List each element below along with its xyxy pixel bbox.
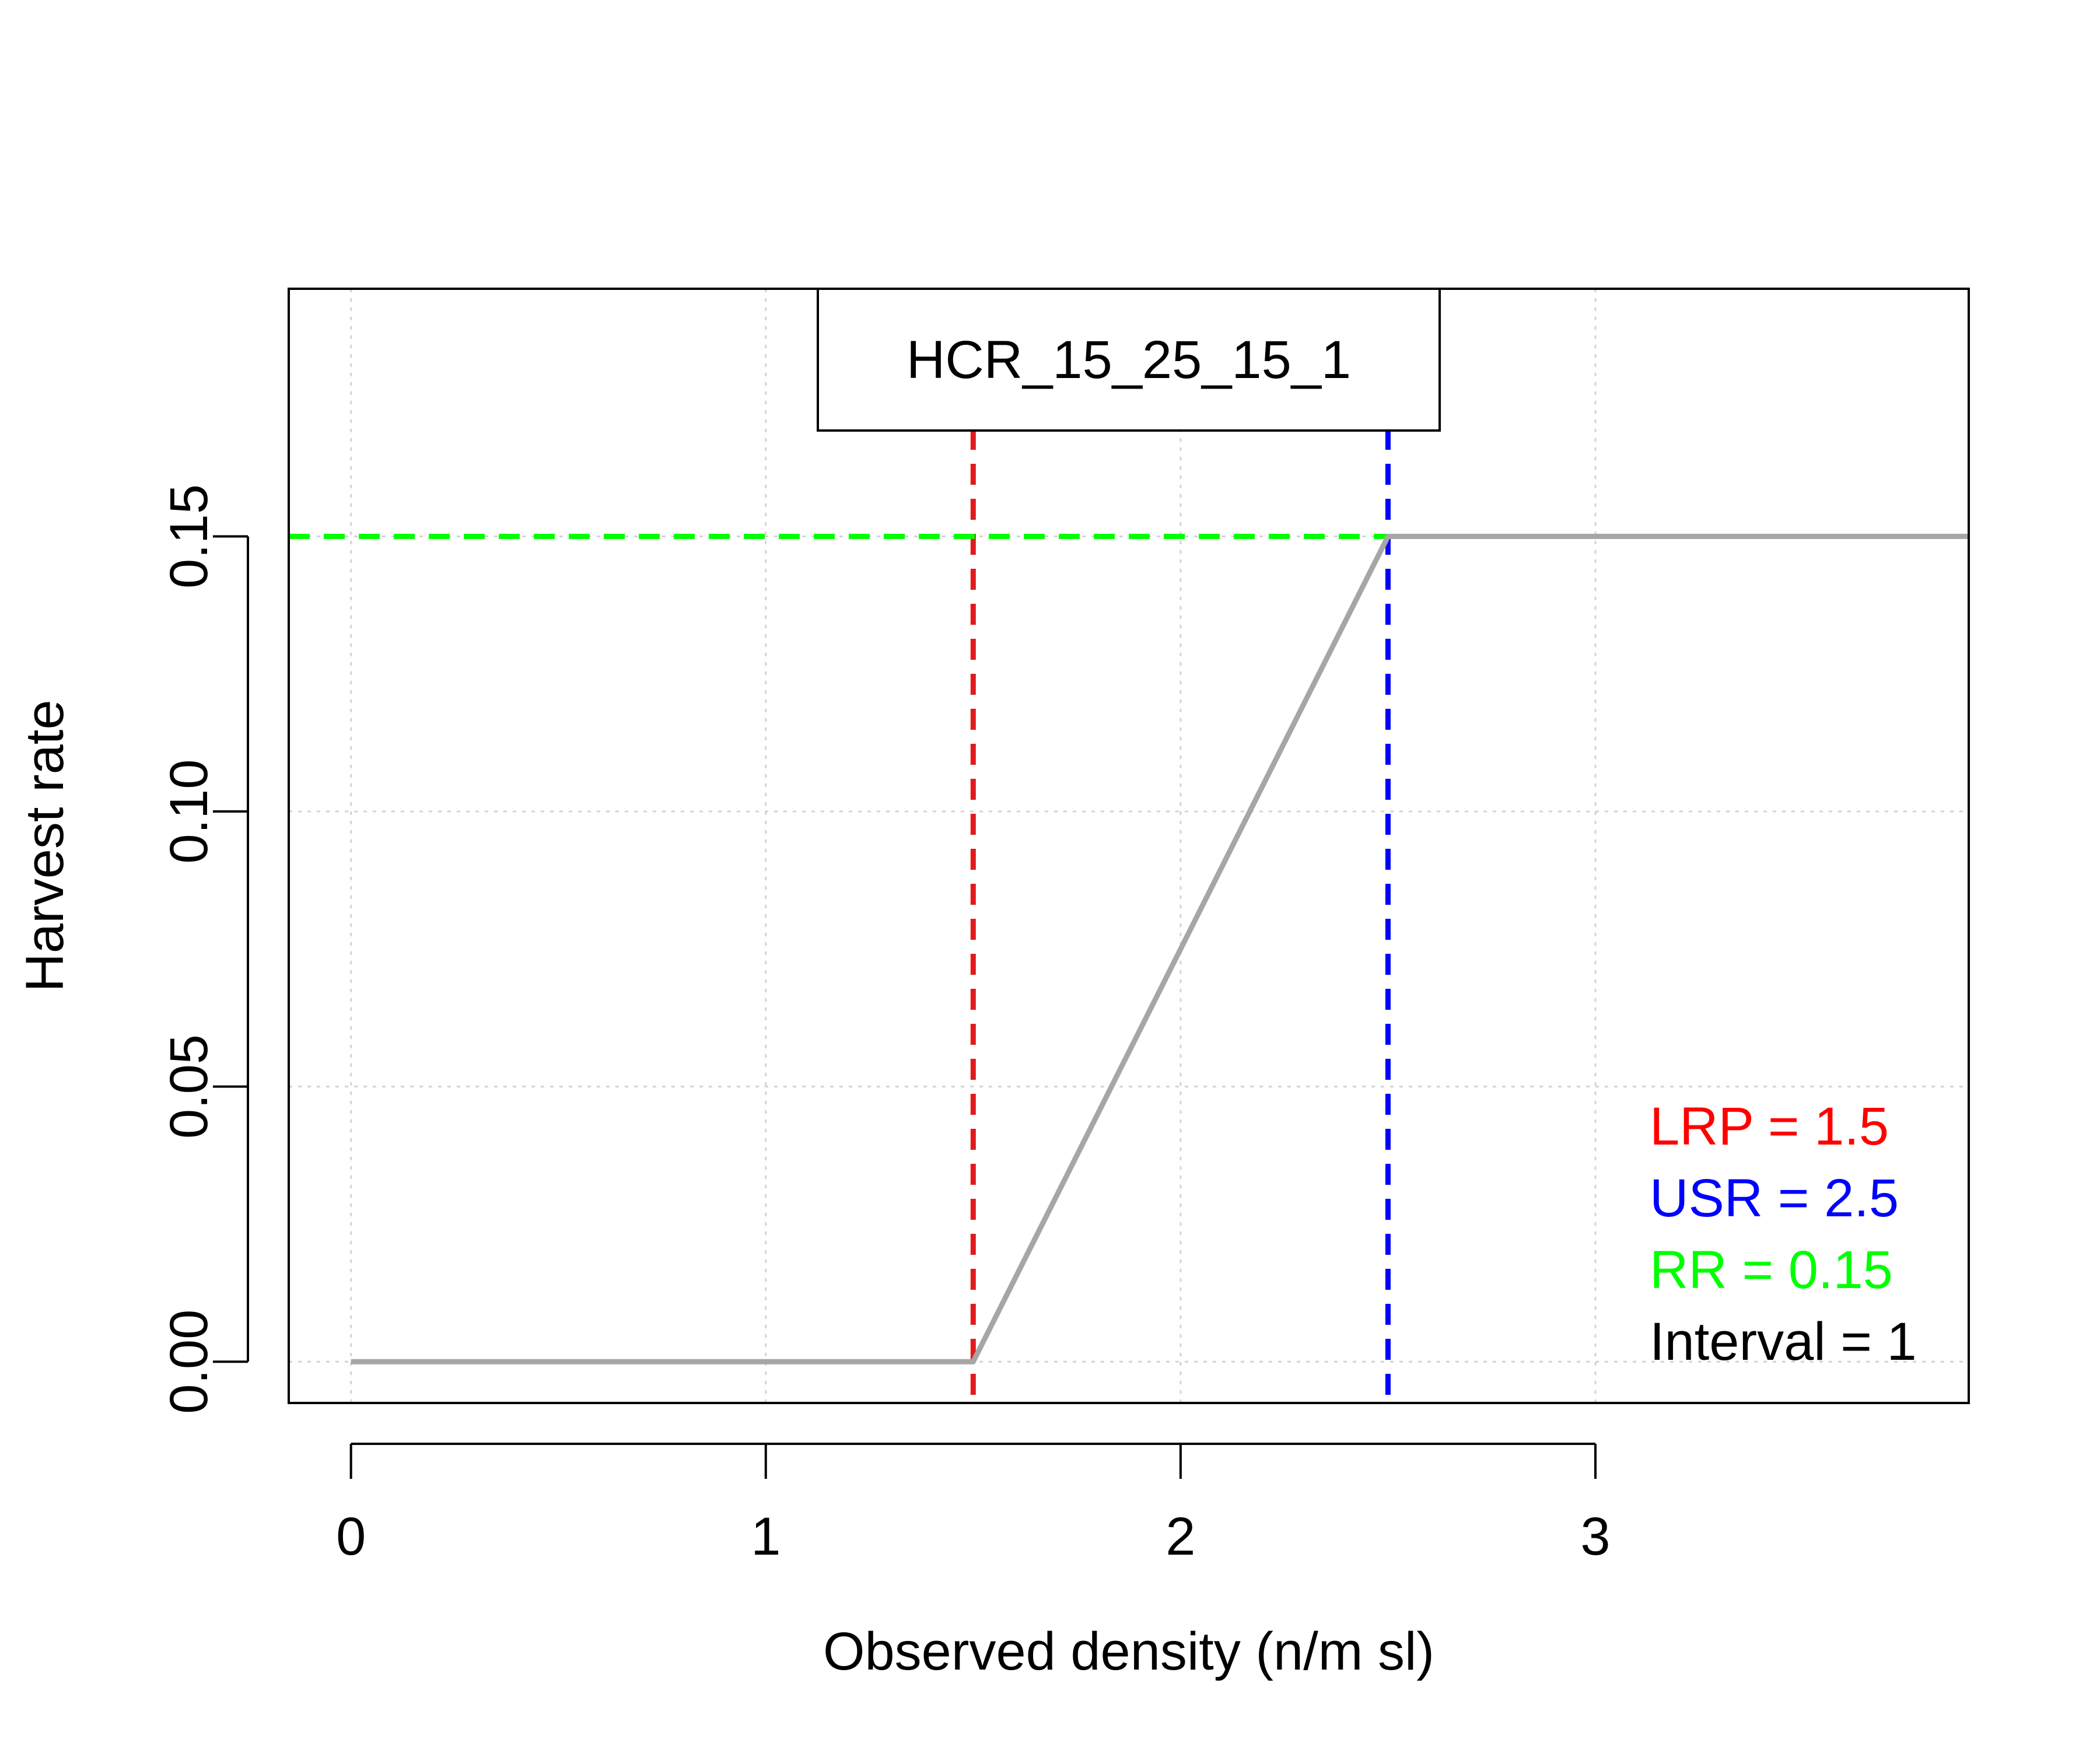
annotation-label: LRP = 1.5 <box>1650 1097 1889 1156</box>
annotation-label: RR = 0.15 <box>1650 1240 1893 1300</box>
series-layer <box>351 533 1969 1364</box>
x-tick-label: 2 <box>1166 1507 1195 1566</box>
y-tick-label: 0.15 <box>159 484 219 589</box>
axis-layer: 0 1 2 3 0.00 0.05 0.10 0.15 <box>159 484 1611 1566</box>
annotation-label: Interval = 1 <box>1650 1312 1917 1371</box>
plot-frame <box>288 288 1970 1404</box>
reference-lines <box>289 289 1391 1403</box>
grid-layer <box>289 289 1969 1403</box>
y-tick-label: 0.00 <box>159 1310 219 1414</box>
title-box: HCR_15_25_15_1 <box>817 288 1441 432</box>
x-tick-label: 1 <box>751 1507 780 1566</box>
title-frame <box>817 288 1441 432</box>
x-tick-label: 3 <box>1580 1507 1610 1566</box>
x-tick-label: 0 <box>336 1507 366 1566</box>
chart-title: HCR_15_25_15_1 <box>907 330 1351 390</box>
annotation-legend: LRP = 1.5 USR = 2.5 RR = 0.15 Interval = 1 <box>1650 1097 1917 1371</box>
y-axis-label: Harvest rate <box>15 699 75 992</box>
y-tick-label: 0.10 <box>159 760 219 864</box>
y-tick-label: 0.05 <box>159 1034 219 1139</box>
x-axis-label: Observed density (n/m sl) <box>823 1622 1434 1681</box>
annotation-label: USR = 2.5 <box>1650 1168 1899 1228</box>
series-line <box>351 533 1969 1364</box>
